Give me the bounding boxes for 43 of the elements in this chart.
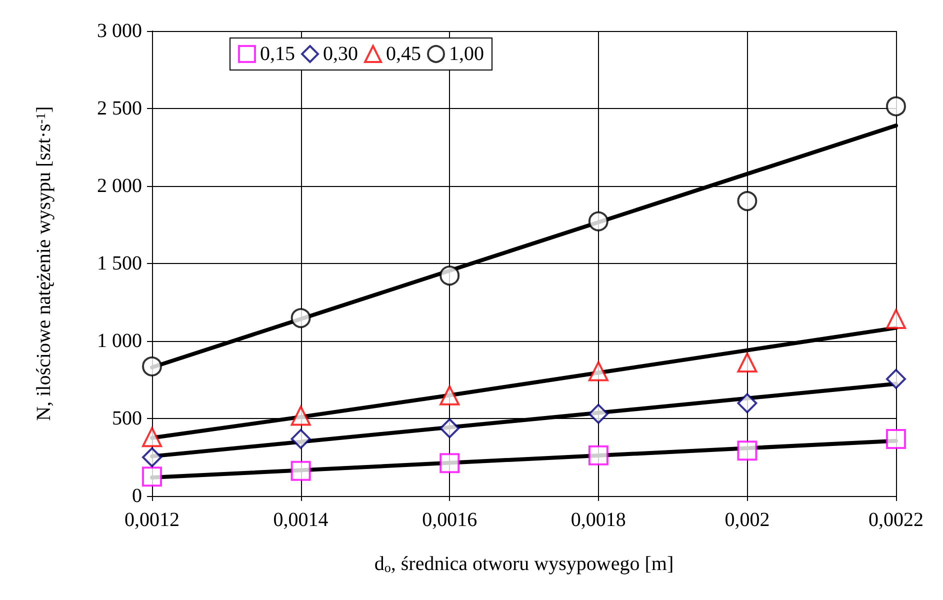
point bbox=[440, 266, 460, 286]
point bbox=[290, 460, 311, 481]
x-tick-label: 0,002 bbox=[724, 509, 770, 531]
point bbox=[886, 368, 906, 389]
y-tick-label: 0 bbox=[132, 485, 142, 507]
point bbox=[440, 385, 460, 406]
point bbox=[737, 440, 758, 461]
y-tick-label: 3 000 bbox=[97, 20, 142, 42]
point bbox=[440, 418, 460, 438]
point bbox=[588, 404, 608, 424]
x-tick-label: 0,0012 bbox=[124, 509, 180, 531]
point bbox=[142, 356, 162, 376]
legend-label: 1,00 bbox=[449, 43, 484, 65]
point bbox=[737, 393, 758, 414]
point bbox=[142, 427, 162, 448]
point bbox=[440, 453, 460, 474]
point bbox=[588, 361, 608, 382]
point bbox=[588, 211, 608, 232]
point bbox=[737, 191, 758, 212]
point bbox=[737, 352, 758, 373]
point bbox=[886, 428, 906, 449]
point bbox=[290, 428, 311, 449]
point bbox=[588, 445, 608, 466]
x-axis-title: do, średnica otworu wysypowego [m] bbox=[374, 553, 674, 575]
legend-label: 0,30 bbox=[323, 43, 358, 65]
x-tick-label: 0,0014 bbox=[273, 509, 328, 531]
point bbox=[290, 308, 311, 328]
x-tick-label: 0,0018 bbox=[570, 509, 626, 531]
x-tick-label: 0,0022 bbox=[868, 509, 924, 531]
point bbox=[886, 308, 906, 329]
y-tick-label: 1 500 bbox=[97, 252, 142, 274]
y-tick-label: 500 bbox=[112, 408, 142, 430]
point bbox=[290, 406, 311, 426]
y-tick-label: 2 000 bbox=[97, 175, 142, 197]
x-tick-label: 0,0016 bbox=[422, 509, 478, 531]
y-tick-label: 1 000 bbox=[97, 330, 142, 352]
y-tick-label: 2 500 bbox=[97, 98, 142, 120]
point bbox=[886, 96, 906, 116]
legend-label: 0,15 bbox=[260, 43, 295, 65]
point bbox=[142, 447, 162, 468]
point bbox=[142, 466, 162, 487]
y-axis-title: N, ilościowe natężenie wysypu [szt·s-1] bbox=[33, 106, 55, 421]
legend-label: 0,45 bbox=[386, 43, 421, 65]
